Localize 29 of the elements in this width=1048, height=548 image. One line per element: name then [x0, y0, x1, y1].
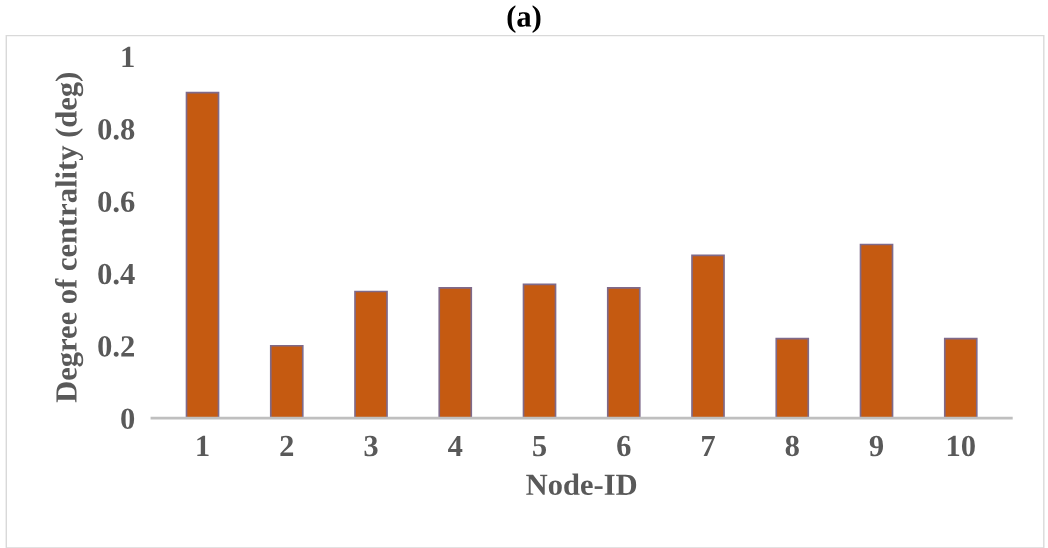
x-tick-label: 10 — [947, 435, 975, 457]
bar — [606, 287, 641, 419]
x-axis-title: Node-ID — [526, 473, 637, 496]
y-tick-label: 0 — [121, 408, 135, 430]
x-tick-label: 2 — [280, 435, 294, 456]
x-tick-label: 8 — [785, 435, 799, 457]
bar — [438, 287, 473, 419]
y-tick-label: 0.4 — [98, 263, 135, 285]
bar — [354, 290, 388, 419]
x-tick-label: 4 — [448, 435, 463, 456]
x-tick-label: 9 — [869, 435, 884, 457]
x-tick-label: 3 — [364, 435, 378, 457]
bar — [522, 283, 557, 419]
x-tick-label: 5 — [533, 435, 547, 457]
x-tick-label: 7 — [702, 435, 715, 456]
chart-title: (a) — [507, 5, 541, 34]
bar — [775, 337, 810, 419]
bar — [943, 337, 978, 419]
y-tick-label: 0.6 — [98, 191, 135, 213]
y-tick-label: 0.2 — [98, 336, 134, 357]
bar — [185, 91, 220, 419]
x-tick-label: 6 — [617, 435, 631, 457]
bar — [859, 243, 894, 419]
y-tick-label: 0.8 — [98, 119, 135, 140]
y-axis-title: Degree of centrality (deg) — [54, 73, 84, 403]
bar — [269, 344, 304, 419]
bar — [691, 254, 725, 419]
y-tick-label: 1 — [122, 46, 134, 68]
x-tick-label: 1 — [197, 435, 209, 456]
